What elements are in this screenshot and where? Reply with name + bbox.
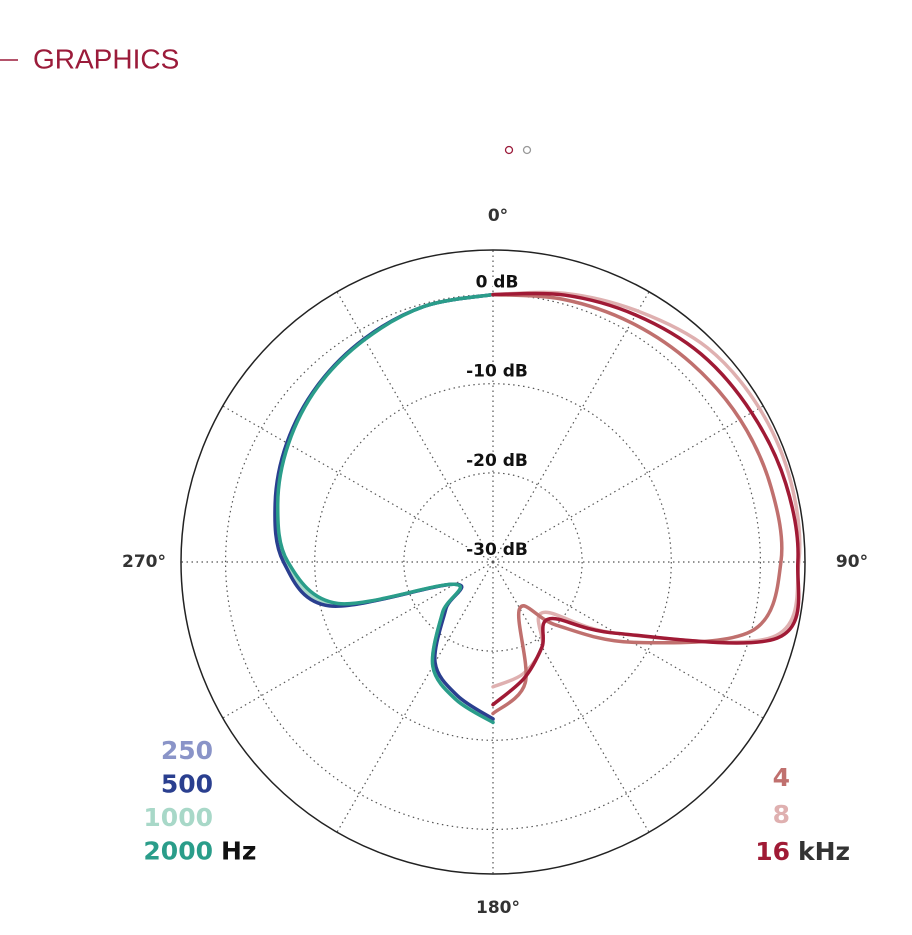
legend-entry: 4 — [773, 763, 790, 792]
section-title: GRAPHICS — [33, 43, 179, 74]
angular-grid-line — [222, 405, 494, 563]
pattern-curve — [491, 292, 784, 716]
angular-grid-line — [492, 291, 650, 563]
polar-frame — [180, 249, 806, 875]
polar-chart: 0° 90° 180° 270° 0 dB -10 dB -20 dB -30 dB — [122, 206, 868, 918]
legend-entry: 1000 — [143, 803, 213, 832]
radial-grid-circle — [403, 472, 583, 652]
radial-grid-circle — [224, 293, 762, 831]
pattern-curve — [491, 291, 801, 707]
legend-unit: kHz — [798, 837, 850, 866]
legend-entry: 2000 — [143, 837, 213, 866]
pattern-curve — [274, 292, 495, 722]
angle-label: 180° — [476, 898, 520, 918]
legend-entry: 250 — [161, 736, 213, 765]
angular-grid-line — [492, 405, 764, 563]
angular-grid-line — [492, 561, 764, 719]
angle-label: 0° — [488, 206, 508, 226]
radial-tick-label: -30 dB — [466, 540, 528, 560]
legend-entry: 16 — [755, 837, 790, 866]
pattern-curve — [275, 292, 495, 723]
legend-unit: Hz — [221, 837, 256, 866]
angular-grid-line — [336, 561, 494, 833]
legend-entry: 500 — [161, 770, 213, 799]
angular-grid-line — [492, 561, 650, 833]
pattern-curve — [491, 290, 802, 689]
angular-grid-line — [222, 561, 494, 719]
legend-entry: 8 — [773, 800, 790, 829]
angular-grid-line — [336, 291, 494, 563]
radial-tick-label: -20 dB — [466, 451, 528, 471]
radial-tick-label: 0 dB — [476, 273, 519, 293]
angle-label: 270° — [122, 552, 166, 572]
carousel-dot[interactable] — [522, 145, 532, 155]
angle-label: 90° — [836, 552, 868, 572]
radial-tick-label: -10 dB — [466, 362, 528, 382]
carousel-dot[interactable] — [504, 145, 514, 155]
pattern-curve — [273, 292, 495, 721]
pattern-curve — [275, 292, 495, 725]
